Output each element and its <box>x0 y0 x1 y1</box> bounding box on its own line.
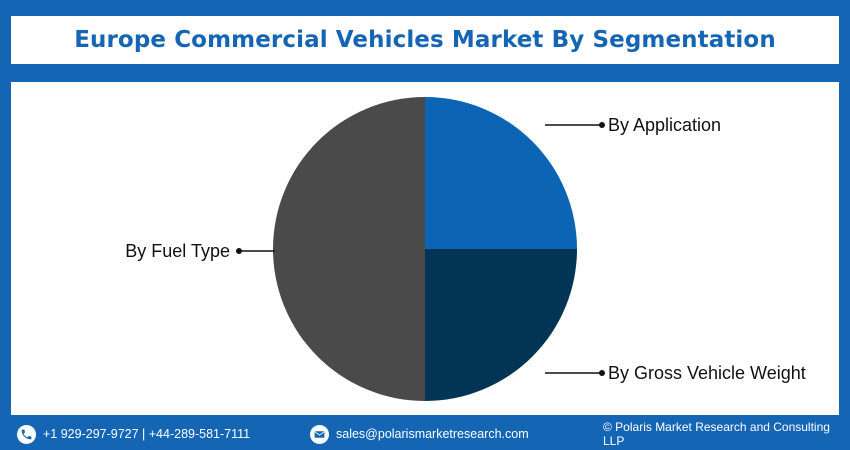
pie-chart: By Application By Gross Vehicle Weight By … <box>125 97 806 401</box>
slice-label: By Fuel Type <box>125 241 230 261</box>
phone-icon <box>17 424 36 444</box>
title-banner: Europe Commercial Vehicles Market By Seg… <box>11 16 839 64</box>
pie-slice-by-fuel-type <box>273 97 425 401</box>
slice-label: By Application <box>608 115 721 135</box>
leader-dot <box>599 370 605 376</box>
page-title: Europe Commercial Vehicles Market By Seg… <box>74 27 776 53</box>
email-icon <box>310 424 329 444</box>
copyright-text: © Polaris Market Research and Consulting… <box>603 420 830 448</box>
footer-email: sales@polarismarketresearch.com <box>310 424 529 444</box>
pie-slice-by-application <box>425 97 577 249</box>
email-link[interactable]: sales@polarismarketresearch.com <box>336 427 529 441</box>
footer-phone: +1 929-297-9727 | +44-289-581-7111 <box>17 424 250 444</box>
footer: +1 929-297-9727 | +44-289-581-7111 sales… <box>0 418 850 450</box>
slice-label: By Gross Vehicle Weight <box>608 363 806 383</box>
phone-text: +1 929-297-9727 | +44-289-581-7111 <box>43 427 251 441</box>
footer-copyright: © Polaris Market Research and Consulting… <box>603 420 850 448</box>
pie-slice-by-gross-vehicle-weight <box>425 249 577 401</box>
leader-dot <box>236 248 242 254</box>
chart-panel: By Application By Gross Vehicle Weight By … <box>11 82 839 415</box>
leader-dot <box>599 122 605 128</box>
